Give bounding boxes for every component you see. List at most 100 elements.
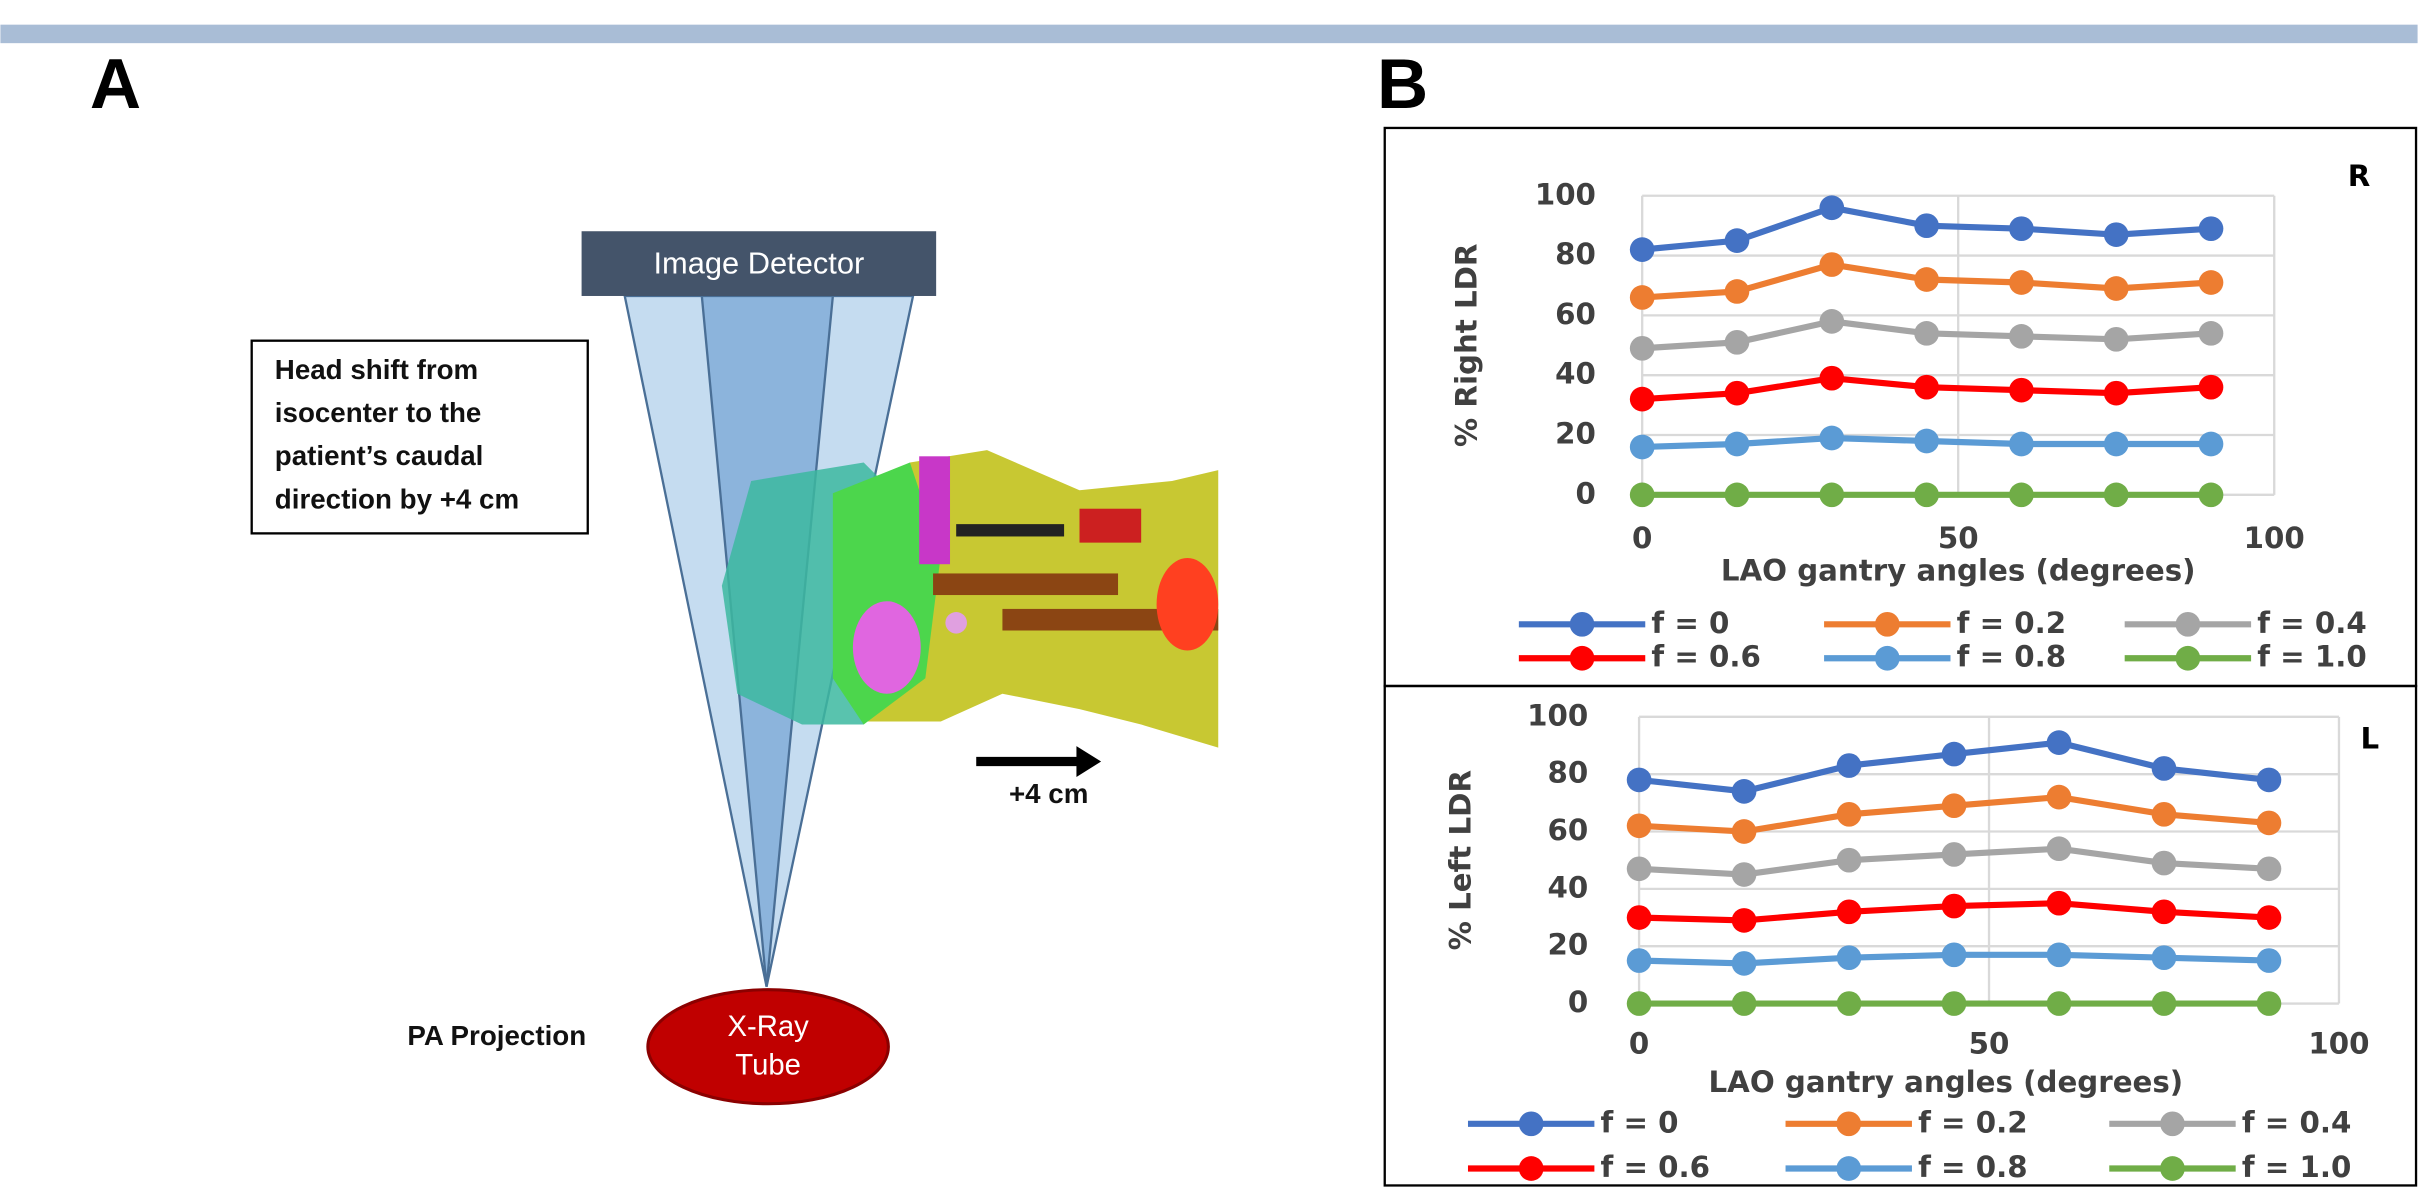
legend-label: f = 0.2 xyxy=(1957,606,2066,640)
x-axis-title: LAO gantry angles (degrees) xyxy=(1721,553,2196,587)
data-point xyxy=(2046,730,2072,755)
note-line: isocenter to the xyxy=(275,397,482,428)
data-point xyxy=(1626,948,1652,973)
x-tick-label: 50 xyxy=(1938,521,1979,555)
legend-marker xyxy=(2175,645,2201,671)
data-point xyxy=(2151,945,2177,971)
data-point xyxy=(2009,377,2034,403)
data-point xyxy=(1819,365,1845,391)
x-tick-label: 0 xyxy=(1632,521,1652,555)
data-point xyxy=(1724,329,1750,355)
legend-marker xyxy=(1569,611,1595,637)
data-point xyxy=(2151,899,2177,925)
data-point xyxy=(1724,380,1750,406)
panel-label: A xyxy=(90,45,141,124)
data-point xyxy=(2009,324,2034,349)
data-point xyxy=(1914,267,1939,292)
data-point xyxy=(2046,784,2072,810)
data-point xyxy=(2198,216,2224,242)
arrow-label: +4 cm xyxy=(1009,778,1088,809)
data-point xyxy=(2198,431,2224,457)
data-point xyxy=(1941,893,1967,919)
data-point xyxy=(2103,431,2129,457)
legend-marker xyxy=(1569,645,1595,671)
x-tick-label: 100 xyxy=(2308,1027,2369,1061)
y-tick-label: 20 xyxy=(1547,928,1588,962)
data-point xyxy=(1724,228,1750,253)
data-point xyxy=(1914,428,1939,454)
data-point xyxy=(2256,767,2282,793)
y-axis-title: % Left LDR xyxy=(1443,770,1477,950)
data-point xyxy=(2198,321,2224,346)
projection-label: PA Projection xyxy=(407,1020,586,1051)
data-point xyxy=(1629,482,1655,508)
detector-label: Image Detector xyxy=(653,245,864,280)
data-point xyxy=(2103,326,2129,352)
note-box xyxy=(250,339,589,535)
data-point xyxy=(1731,779,1757,804)
data-point xyxy=(1626,991,1652,1016)
legend-marker xyxy=(1836,1111,1862,1137)
data-point xyxy=(2046,836,2072,862)
x-tick-label: 50 xyxy=(1969,1027,2010,1061)
data-point xyxy=(2256,810,2282,836)
data-point xyxy=(1626,905,1652,930)
y-tick-label: 0 xyxy=(1576,476,1596,510)
data-point xyxy=(1836,991,1862,1016)
y-tick-label: 80 xyxy=(1555,237,1596,271)
legend-label: f = 0 xyxy=(1651,606,1729,640)
data-point xyxy=(2151,850,2177,876)
diagram: Image Detector Head shift from isocenter… xyxy=(250,231,1219,1106)
legend-marker xyxy=(2175,611,2201,637)
data-point xyxy=(1914,213,1939,239)
y-tick-label: 40 xyxy=(1547,870,1588,904)
data-point xyxy=(1819,425,1845,451)
data-point xyxy=(1724,279,1750,304)
legend-label: f = 0.6 xyxy=(1601,1150,1710,1184)
panel-label: B xyxy=(1377,45,1428,124)
legend-label: f = 1.0 xyxy=(2257,640,2366,674)
data-point xyxy=(1836,801,1862,827)
data-point xyxy=(1914,321,1939,346)
chart-frame xyxy=(1383,684,2418,1187)
y-tick-label: 60 xyxy=(1547,813,1588,847)
legend-label: f = 0 xyxy=(1601,1105,1679,1139)
data-point xyxy=(2256,948,2282,973)
legend-marker xyxy=(1836,1156,1862,1181)
data-point xyxy=(2256,905,2282,930)
data-point xyxy=(2256,856,2282,882)
data-point xyxy=(1836,753,1862,778)
legend-marker xyxy=(2160,1111,2185,1137)
x-axis-title: LAO gantry angles (degrees) xyxy=(1709,1065,2184,1099)
data-point xyxy=(1836,899,1862,925)
legend-label: f = 1.0 xyxy=(2242,1150,2351,1184)
data-point xyxy=(1941,942,1967,968)
data-point xyxy=(1629,434,1655,460)
data-point xyxy=(1819,309,1845,334)
x-tick-label: 0 xyxy=(1629,1027,1649,1061)
data-point xyxy=(2151,756,2177,781)
data-point xyxy=(1819,195,1845,221)
data-point xyxy=(2256,991,2282,1016)
arrow-head xyxy=(1076,746,1102,777)
data-point xyxy=(1626,767,1652,793)
data-point xyxy=(2009,216,2034,242)
legend-label: f = 0.8 xyxy=(1918,1150,2027,1184)
data-point xyxy=(1836,945,1862,971)
data-point xyxy=(1629,386,1655,412)
data-point xyxy=(1731,991,1757,1016)
y-tick-label: 100 xyxy=(1535,177,1596,211)
note-line: patient’s caudal xyxy=(275,440,484,471)
legend-label: f = 0.2 xyxy=(1918,1105,2027,1139)
data-point xyxy=(1626,856,1652,882)
legend-label: f = 0.4 xyxy=(2257,606,2366,640)
data-point xyxy=(1819,482,1845,508)
data-point xyxy=(1731,951,1757,976)
note-line: direction by +4 cm xyxy=(275,483,519,514)
anatomy xyxy=(721,450,1219,748)
data-point xyxy=(1724,431,1750,457)
legend-marker xyxy=(1518,1156,1544,1181)
data-point xyxy=(2151,991,2177,1016)
data-point xyxy=(1731,908,1757,933)
